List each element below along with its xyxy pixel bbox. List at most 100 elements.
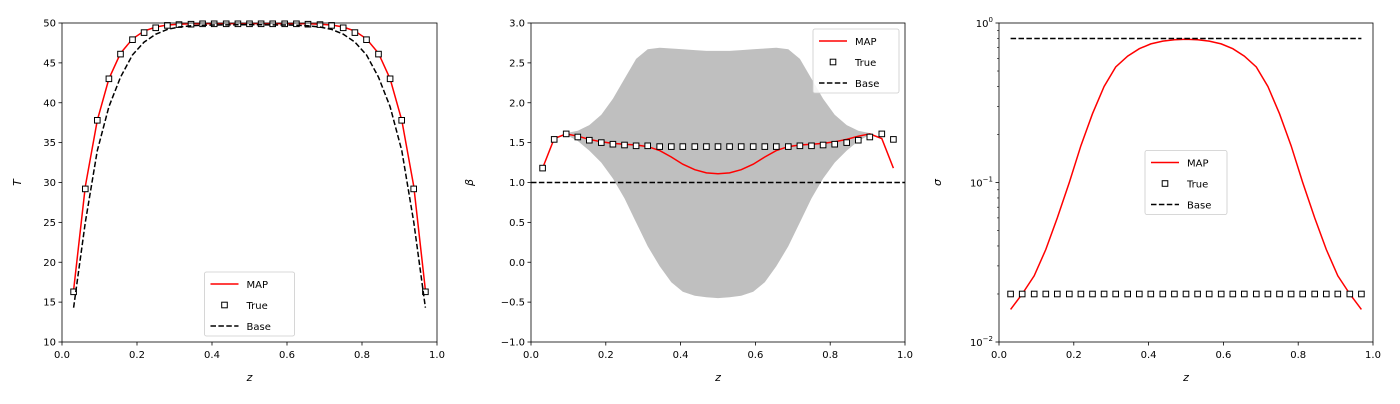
y-tick-label: 10: [43, 338, 56, 349]
true-marker: [164, 22, 171, 29]
true-marker: [866, 133, 874, 141]
true-marker: [1042, 290, 1050, 298]
true-marker: [644, 142, 652, 150]
true-marker: [398, 117, 405, 124]
true-marker: [1018, 290, 1026, 298]
legend-label-base: Base: [1187, 201, 1211, 212]
true-marker: [737, 143, 745, 150]
true-marker: [351, 29, 359, 36]
x-tick-label: 0.2: [129, 350, 145, 361]
chart-panel-1: 0.0 0.2 0.4 0.6 0.8 1.0 10 15 20 25 30 35 40 45 50 z T MA…: [11, 19, 445, 385]
x-tick-label: 0.4: [204, 350, 220, 361]
true-marker: [819, 141, 827, 149]
true-marker: [140, 29, 148, 36]
true-marker: [749, 143, 757, 150]
true-marker: [129, 36, 136, 44]
true-marker: [410, 185, 417, 193]
true-marker: [152, 24, 159, 32]
true-marker: [843, 139, 851, 146]
true-marker: [117, 50, 124, 58]
true-marker: [574, 133, 582, 141]
legend-box: [1144, 150, 1228, 215]
map-line: [1010, 38, 1362, 310]
true-marker: [632, 142, 640, 150]
x-tick-label: 0.0: [54, 350, 70, 361]
x-tick-label: 0.4: [673, 350, 689, 361]
y-tick-label: 2.0: [509, 98, 525, 109]
true-marker: [1194, 290, 1201, 298]
x-tick-label: 0.4: [1141, 350, 1157, 361]
legend-label-map: MAP: [855, 37, 877, 48]
y-tick-label: 45: [43, 58, 56, 69]
y-tick-label: 3.0: [509, 19, 525, 30]
true-marker: [785, 143, 792, 150]
true-marker: [890, 136, 897, 143]
true-marker: [1112, 290, 1120, 298]
true-marker: [246, 20, 253, 28]
true-marker: [328, 22, 335, 29]
true-marker: [1346, 290, 1354, 298]
true-marker: [257, 20, 265, 28]
x-tick-label: 0.2: [598, 350, 614, 361]
true-marker: [656, 143, 664, 150]
true-marker: [1171, 290, 1178, 298]
true-marker: [586, 136, 593, 144]
true-marker: [1229, 290, 1237, 298]
y-tick-label: −0.5: [501, 298, 525, 309]
x-axis-label: z: [1182, 371, 1189, 384]
true-marker: [1323, 290, 1330, 298]
true-marker: [1136, 290, 1143, 298]
true-marker: [386, 75, 394, 83]
y-tick-label: 20: [43, 258, 56, 269]
legend-true-marker: [829, 58, 837, 66]
true-marker: [1182, 290, 1190, 298]
true-marker: [94, 117, 101, 124]
y-tick-label: 25: [43, 218, 56, 229]
true-marker: [281, 20, 288, 28]
true-marker: [773, 143, 780, 150]
y-tick-label: −1.0: [501, 338, 525, 349]
y-tick-label: 15: [43, 298, 56, 309]
y-tick-label: 1.0: [509, 178, 525, 189]
true-marker: [609, 140, 617, 148]
true-marker: [691, 143, 699, 150]
y-tick-label: 10−2: [970, 335, 993, 349]
y-tick-label: 10−1: [970, 176, 993, 190]
true-marker: [679, 143, 687, 150]
x-tick-label: 0.8: [1290, 350, 1306, 361]
true-marker: [1287, 290, 1295, 298]
true-marker: [1007, 290, 1014, 298]
x-axis-label: z: [714, 371, 721, 384]
true-marker: [363, 36, 370, 44]
x-axis-label: z: [246, 371, 253, 384]
y-tick-label: 50: [43, 19, 56, 30]
true-marker: [1054, 290, 1061, 298]
true-marker: [796, 142, 804, 150]
map-line: [72, 22, 427, 291]
legend: MAP True Base: [204, 271, 295, 337]
true-marker: [831, 140, 839, 148]
y-axis-label: σ: [931, 178, 944, 186]
true-marker: [269, 20, 276, 28]
true-marker: [726, 143, 733, 150]
true-marker: [1030, 290, 1038, 298]
x-tick-label: 0.8: [822, 350, 838, 361]
true-marker: [550, 136, 558, 143]
true-marker: [1205, 290, 1213, 298]
x-tick-label: 0.6: [279, 350, 295, 361]
true-marker: [668, 143, 675, 150]
chart-panel-3: 0.0 0.2 0.4 0.6 0.8 1.0 10−2 10−1 100 z σ MAP True Ba…: [931, 16, 1381, 384]
true-marker: [1217, 290, 1225, 298]
true-marker: [105, 75, 113, 83]
true-marker: [1124, 290, 1132, 298]
true-marker: [855, 136, 862, 144]
x-tick-label: 1.0: [1365, 350, 1381, 361]
x-tick-label: 0.6: [1215, 350, 1231, 361]
true-marker: [598, 139, 605, 146]
x-tick-label: 0.6: [747, 350, 763, 361]
legend-label-base: Base: [855, 79, 879, 90]
x-tick-label: 1.0: [429, 350, 445, 361]
legend-box: [812, 28, 900, 94]
y-tick-label: 100: [976, 16, 993, 30]
